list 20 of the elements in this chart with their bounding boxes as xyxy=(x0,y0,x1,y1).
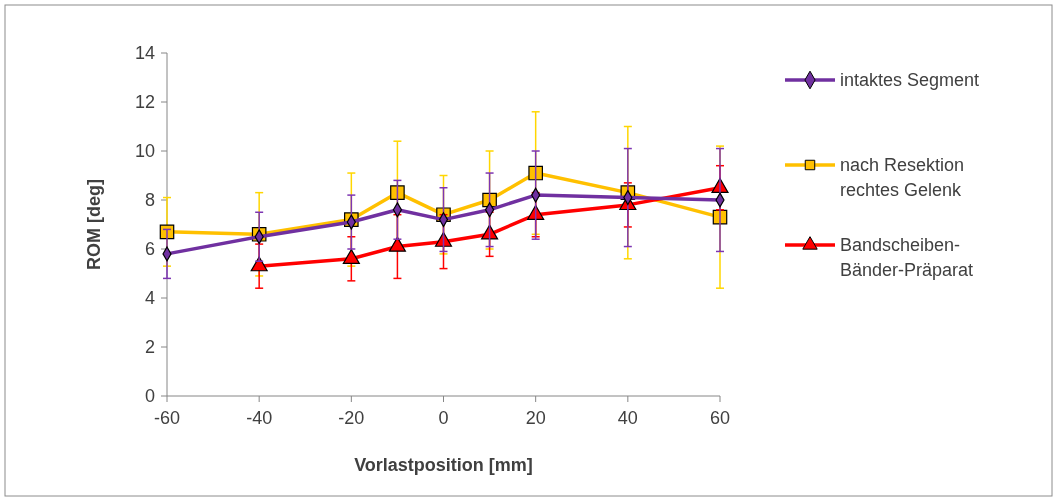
y-tick-label: 10 xyxy=(134,141,155,162)
legend-label: intaktes Segment xyxy=(840,70,980,91)
x-tick-label: 60 xyxy=(709,408,731,428)
y-tick-label: 14 xyxy=(134,43,155,64)
y-tick-label: 6 xyxy=(144,239,155,260)
legend-label: nach Resektion rechtes Gelenk xyxy=(840,155,965,201)
legend-label: Bandscheiben-Bänder-Präparat xyxy=(840,235,974,281)
y-axis-title: ROM [deg] xyxy=(84,179,104,270)
y-tick-label: 12 xyxy=(134,92,155,113)
y-tick-label: 0 xyxy=(144,386,155,407)
y-tick-label: 2 xyxy=(144,337,155,358)
x-tick-label: -60 xyxy=(153,408,181,428)
x-tick-label: 0 xyxy=(438,408,449,428)
x-tick-label: 40 xyxy=(617,408,638,428)
y-tick-label: 4 xyxy=(144,288,155,309)
x-tick-label: -40 xyxy=(246,408,273,428)
x-tick-label: -20 xyxy=(338,408,365,428)
x-tick-label: 20 xyxy=(525,408,546,428)
y-tick-label: 8 xyxy=(144,190,155,211)
x-axis-title: Vorlastposition [mm] xyxy=(354,455,533,475)
